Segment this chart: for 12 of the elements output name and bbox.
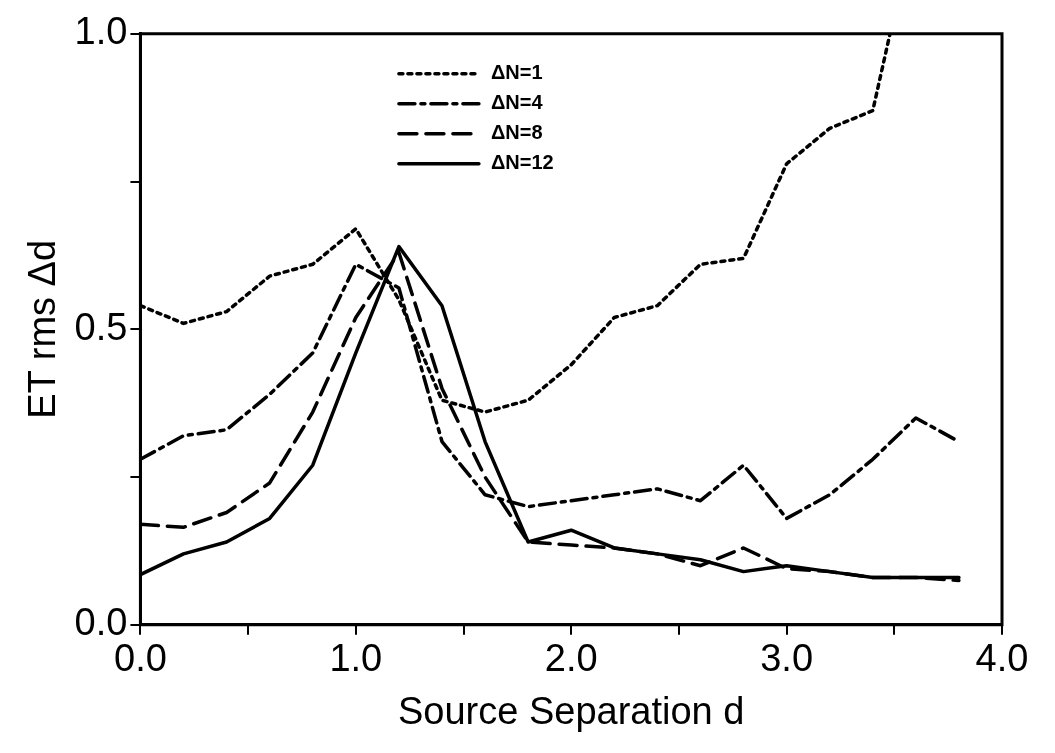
y-axis-title: ET rms Δd: [21, 239, 64, 419]
y-tick-label: 1.0: [74, 10, 128, 53]
legend-label: ΔN=8: [490, 121, 543, 144]
x-tick-label: 4.0: [975, 637, 1029, 680]
x-tick-label: 1.0: [329, 637, 383, 680]
x-axis-title: Source Separation d: [397, 689, 745, 732]
x-tick-label: 2.0: [544, 637, 598, 680]
legend-label: ΔN=1: [490, 61, 543, 84]
x-tick-label: 3.0: [760, 637, 814, 680]
y-tick-label: 0.5: [74, 305, 128, 348]
legend-label: ΔN=12: [490, 151, 554, 174]
legend-label: ΔN=4: [490, 91, 544, 114]
